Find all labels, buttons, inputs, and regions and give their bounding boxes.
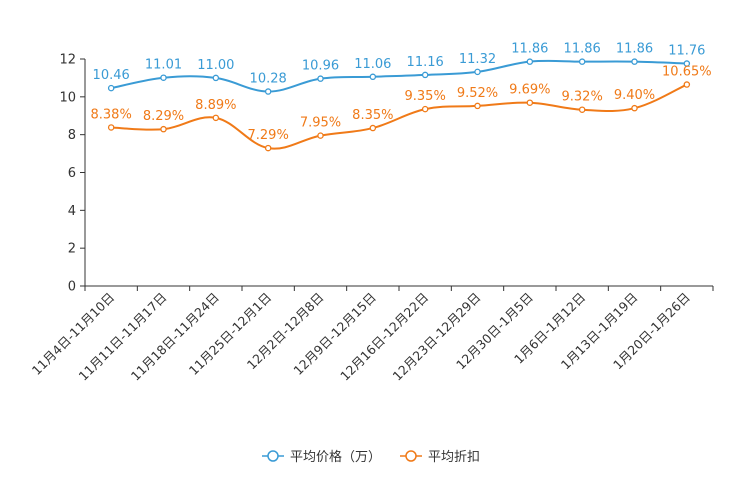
data-label: 8.38% (91, 107, 132, 122)
data-point[interactable] (474, 102, 481, 110)
data-point[interactable] (683, 81, 691, 88)
y-tick-label: 8 (68, 128, 76, 143)
data-label: 11.86 (616, 42, 653, 57)
data-point[interactable] (369, 73, 377, 81)
data-label: 11.32 (459, 52, 496, 67)
data-point[interactable] (631, 104, 638, 112)
series-2: 8.38% 8.29% 8.89% 7.29% 7.95% 8.35% 9.35% 9.52%… (91, 65, 712, 152)
legend-label: 平均折扣 (428, 450, 480, 465)
data-point[interactable] (264, 88, 272, 95)
chart-axes: 02468101211月4日-11月10日11月11日-11月17日11月18日… (29, 53, 714, 384)
x-tick-label: 12月16日-12月22日 (337, 290, 431, 384)
data-point[interactable] (212, 114, 220, 122)
data-label: 9.32% (562, 90, 603, 105)
data-label: 9.69% (509, 83, 550, 98)
data-point[interactable] (421, 105, 429, 113)
data-label: 7.95% (300, 116, 341, 131)
data-label: 7.29% (248, 128, 289, 143)
series-line (111, 83, 688, 150)
y-tick-label: 0 (68, 280, 76, 295)
data-point[interactable] (526, 99, 534, 106)
data-label: 11.86 (564, 42, 601, 57)
data-point[interactable] (631, 58, 638, 65)
data-label: 11.86 (511, 42, 548, 57)
data-point[interactable] (212, 74, 220, 82)
data-point[interactable] (683, 60, 691, 67)
series-layer: 10.46 11.01 11.00 10.28 10.96 11.06 11.16 11.32… (91, 42, 712, 152)
data-label: 10.46 (93, 68, 130, 83)
chart-legend[interactable]: 平均价格（万） 平均折扣 (262, 449, 480, 465)
data-label: 11.76 (668, 44, 705, 59)
data-point[interactable] (107, 124, 115, 131)
data-label: 10.28 (250, 72, 287, 87)
data-label: 11.16 (407, 55, 444, 70)
x-tick-label: 11月11日-11月17日 (75, 290, 169, 384)
data-point[interactable] (264, 144, 272, 152)
y-tick-label: 12 (59, 53, 76, 68)
series-line (110, 59, 687, 93)
data-point[interactable] (421, 71, 429, 79)
data-point[interactable] (160, 74, 167, 81)
data-label: 9.35% (405, 89, 446, 104)
data-point[interactable] (578, 58, 586, 65)
x-tick-label: 11月18日-11月24日 (128, 290, 222, 384)
data-label: 11.06 (354, 57, 391, 72)
data-label: 11.01 (145, 58, 182, 73)
data-label: 9.40% (614, 88, 655, 103)
data-point[interactable] (578, 106, 586, 113)
data-label: 8.35% (352, 108, 393, 123)
data-point[interactable] (317, 132, 324, 139)
data-label: 9.52% (457, 86, 498, 101)
legend-marker-icon (267, 450, 279, 462)
legend-label: 平均价格（万） (290, 449, 381, 465)
data-point[interactable] (526, 58, 534, 65)
data-label: 8.29% (143, 109, 184, 124)
legend-item-2[interactable]: 平均折扣 (400, 450, 480, 465)
y-tick-label: 10 (59, 90, 76, 105)
data-label: 8.89% (195, 98, 236, 113)
data-point[interactable] (317, 75, 324, 82)
y-tick-label: 2 (68, 242, 76, 257)
y-tick-label: 4 (68, 204, 76, 219)
data-label: 10.65% (662, 65, 712, 80)
legend-item-1[interactable]: 平均价格（万） (262, 449, 381, 465)
legend-marker-icon (405, 450, 417, 462)
data-label: 10.96 (302, 59, 339, 74)
x-tick-label: 12月23日-12月29日 (389, 290, 483, 384)
data-point[interactable] (107, 84, 115, 92)
y-tick-label: 6 (68, 166, 76, 181)
data-point[interactable] (369, 124, 377, 132)
data-label: 11.00 (197, 58, 234, 73)
data-point[interactable] (160, 125, 167, 133)
data-point[interactable] (474, 68, 481, 76)
series-1: 10.46 11.01 11.00 10.28 10.96 11.06 11.16 11.32… (93, 42, 705, 95)
